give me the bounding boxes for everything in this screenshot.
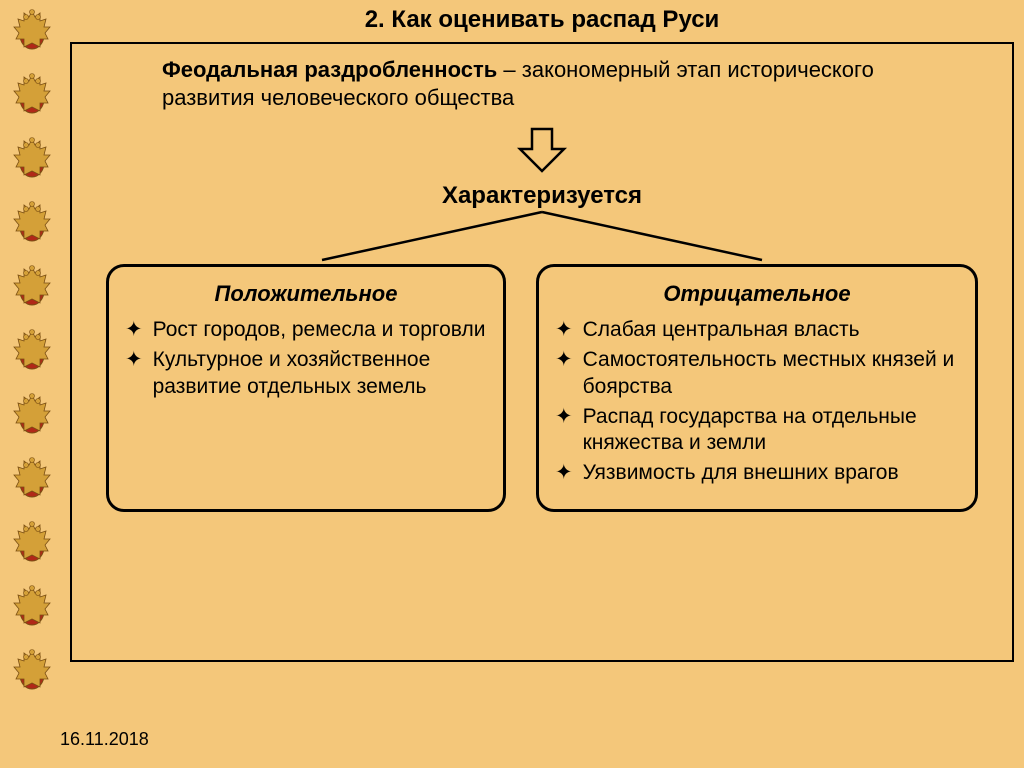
emblem-icon bbox=[8, 260, 56, 310]
positive-card: Положительное ✦ Рост городов, ремесла и т… bbox=[106, 264, 506, 512]
list-item-text: Культурное и хозяйственное развитие отде… bbox=[153, 347, 487, 400]
list-item-text: Распад государства на отдельные княжеств… bbox=[583, 404, 959, 457]
list-item: ✦Культурное и хозяйственное развитие отд… bbox=[125, 347, 487, 400]
emblem-icon bbox=[8, 388, 56, 438]
bullet-icon: ✦ bbox=[555, 317, 573, 343]
emblem-icon bbox=[8, 516, 56, 566]
list-item-text: Самостоятельность местных князей и боярс… bbox=[583, 347, 959, 400]
bullet-icon: ✦ bbox=[555, 347, 573, 400]
emblem-icon bbox=[8, 68, 56, 118]
emblem-icon bbox=[8, 132, 56, 182]
negative-card: Отрицательное ✦ Слабая центральная власть… bbox=[536, 264, 978, 512]
date-label: 16.11.2018 bbox=[60, 729, 149, 750]
list-item: ✦ Слабая центральная власть bbox=[555, 317, 959, 343]
definition-dash: – bbox=[497, 57, 521, 82]
positive-title: Положительное bbox=[125, 281, 487, 307]
emblem-icon bbox=[8, 644, 56, 694]
emblem-icon bbox=[8, 4, 56, 54]
content-area: 2. Как оценивать распад Руси Феодальная … bbox=[70, 0, 1014, 768]
emblem-icon bbox=[8, 580, 56, 630]
columns: Положительное ✦ Рост городов, ремесла и т… bbox=[102, 264, 982, 512]
bullet-icon: ✦ bbox=[125, 347, 143, 400]
page-title: 2. Как оценивать распад Руси bbox=[70, 0, 1014, 42]
list-item-text: Слабая центральная власть bbox=[583, 317, 860, 343]
bullet-icon: ✦ bbox=[555, 404, 573, 457]
connector-lines bbox=[102, 214, 982, 264]
negative-items: ✦Слабая центральная власть✦Самостоятельн… bbox=[555, 317, 959, 487]
bullet-icon: ✦ bbox=[125, 317, 143, 343]
list-item-text: Рост городов, ремесла и торговли bbox=[153, 317, 486, 343]
emblem-strip bbox=[8, 4, 56, 694]
definition-block: Феодальная раздробленность – закономерны… bbox=[102, 56, 982, 119]
emblem-icon bbox=[8, 196, 56, 246]
list-item: ✦Самостоятельность местных князей и бояр… bbox=[555, 347, 959, 400]
negative-title: Отрицательное bbox=[555, 281, 959, 307]
definition-term: Феодальная раздробленность bbox=[162, 57, 497, 82]
main-frame: Феодальная раздробленность – закономерны… bbox=[70, 42, 1014, 662]
list-item: ✦ Уязвимость для внешних врагов bbox=[555, 460, 959, 486]
emblem-icon bbox=[8, 324, 56, 374]
positive-items: ✦Рост городов, ремесла и торговли✦Культу… bbox=[125, 317, 487, 400]
bullet-icon: ✦ bbox=[555, 460, 573, 486]
emblem-icon bbox=[8, 452, 56, 502]
list-item: ✦Распад государства на отдельные княжест… bbox=[555, 404, 959, 457]
list-item-text: Уязвимость для внешних врагов bbox=[583, 460, 899, 486]
arrow-down-icon bbox=[102, 127, 982, 178]
list-item: ✦ Рост городов, ремесла и торговли bbox=[125, 317, 487, 343]
